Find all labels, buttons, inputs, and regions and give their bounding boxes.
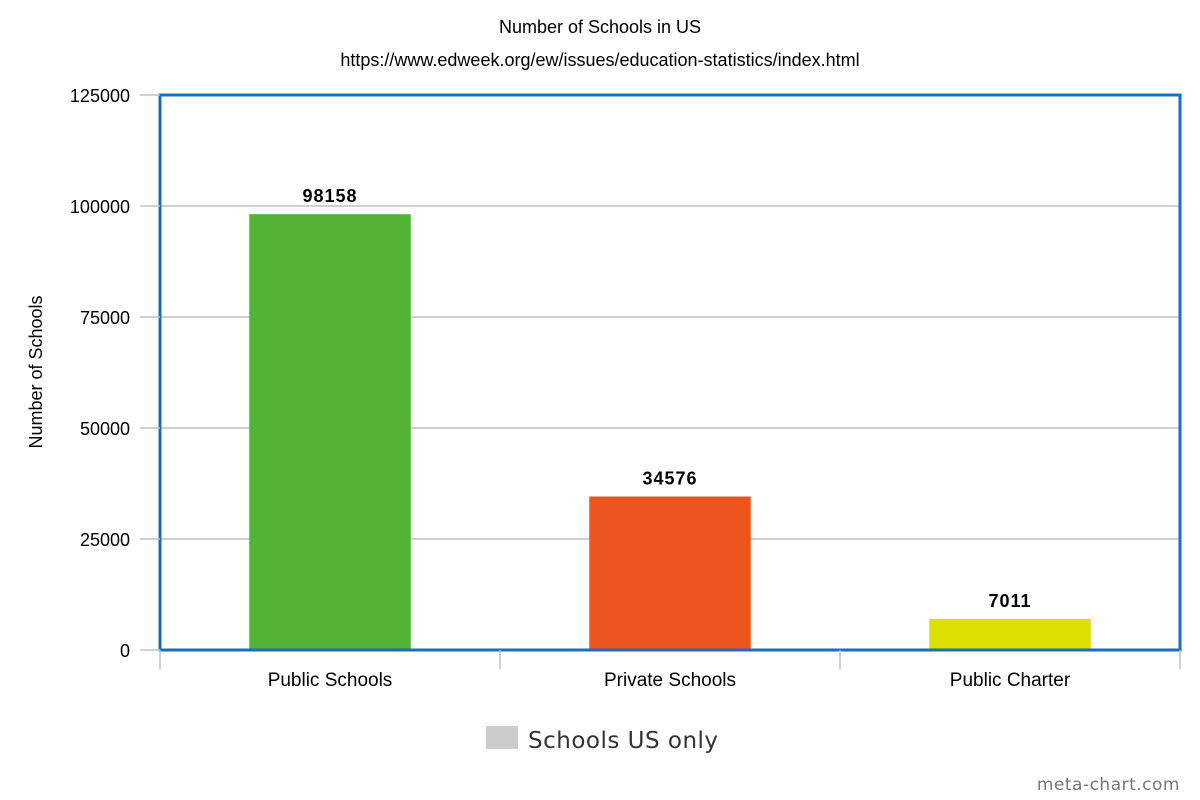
bar-private-schools[interactable] bbox=[589, 496, 751, 650]
y-tick-label: 100000 bbox=[70, 197, 130, 217]
x-category-label: Public Schools bbox=[268, 670, 393, 691]
y-tick-label: 125000 bbox=[70, 86, 130, 106]
x-category-label: Private Schools bbox=[604, 670, 736, 691]
chart-subtitle: https://www.edweek.org/ew/issues/educati… bbox=[340, 50, 859, 70]
credit-text: meta-chart.com bbox=[1037, 775, 1180, 795]
y-tick-label: 75000 bbox=[80, 308, 130, 328]
y-axis-title: Number of Schools bbox=[26, 295, 46, 448]
data-label: 98158 bbox=[302, 186, 357, 206]
bars bbox=[249, 214, 1091, 651]
y-axis-ticks: 0 25000 50000 75000 100000 125000 bbox=[70, 86, 160, 661]
data-labels: 98158 34576 7011 bbox=[302, 186, 1031, 611]
legend-label[interactable]: Schools US only bbox=[528, 728, 719, 754]
x-category-label: Public Charter bbox=[950, 670, 1071, 691]
data-label: 7011 bbox=[988, 591, 1031, 611]
bar-public-schools[interactable] bbox=[249, 214, 411, 651]
y-tick-label: 0 bbox=[120, 641, 130, 661]
x-axis-ticks: Public Schools Private Schools Public Char… bbox=[159, 650, 1181, 691]
data-label: 34576 bbox=[642, 468, 697, 488]
y-tick-label: 25000 bbox=[80, 530, 130, 550]
plot-border bbox=[158, 93, 1182, 652]
plot-frame bbox=[158, 93, 1182, 652]
bar-public-charter[interactable] bbox=[929, 618, 1091, 650]
y-tick-label: 50000 bbox=[80, 419, 130, 439]
chart-title: Number of Schools in US bbox=[499, 17, 701, 37]
legend-swatch[interactable] bbox=[486, 726, 518, 749]
